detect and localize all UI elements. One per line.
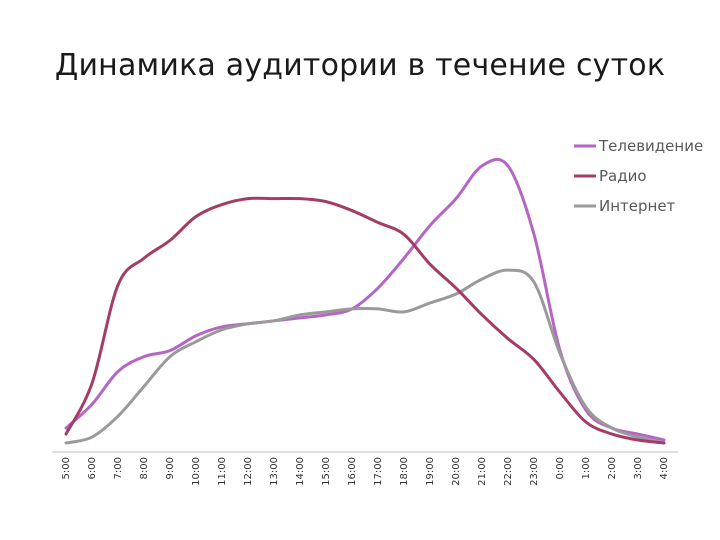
- series-lines: [64, 157, 666, 445]
- x-tick-label: 3:00: [633, 457, 644, 479]
- x-tick-label: 11:00: [217, 457, 228, 486]
- x-tick-label: 2:00: [607, 457, 618, 479]
- x-tick-label: 0:00: [555, 457, 566, 479]
- x-tick-label: 8:00: [139, 457, 150, 479]
- x-tick-label: 23:00: [529, 457, 540, 486]
- x-tick-label: 21:00: [477, 457, 488, 486]
- x-tick-label: 15:00: [321, 457, 332, 486]
- series-line-tv: [64, 157, 666, 442]
- x-tick-label: 18:00: [399, 457, 410, 486]
- x-tick-label: 4:00: [659, 457, 670, 479]
- legend-label: Радио: [599, 167, 647, 185]
- series-line-internet: [64, 268, 666, 445]
- x-tick-label: 13:00: [269, 457, 280, 486]
- series-line-radio: [64, 196, 666, 445]
- x-tick-label: 6:00: [87, 457, 98, 479]
- x-tick-label: 19:00: [425, 457, 436, 486]
- slide-title: Динамика аудитории в течение суток: [54, 48, 666, 83]
- legend-label: Интернет: [599, 197, 676, 215]
- x-tick-label: 7:00: [113, 457, 124, 479]
- x-tick-label: 9:00: [165, 457, 176, 479]
- x-tick-label: 20:00: [451, 457, 462, 486]
- x-tick-label: 17:00: [373, 457, 384, 486]
- x-tick-label: 12:00: [243, 457, 254, 486]
- x-axis: 5:00 6:00 7:00 8:00 9:00 10:00 11:00 12:00 13:00…: [52, 451, 678, 486]
- legend-label: Телевидение: [598, 137, 703, 155]
- legend: Телевидение Радио Интернет: [574, 137, 703, 215]
- x-tick-label: 22:00: [503, 457, 514, 486]
- x-tick-label: 14:00: [295, 457, 306, 486]
- x-tick-label: 1:00: [581, 457, 592, 479]
- x-tick-label: 5:00: [61, 457, 72, 479]
- x-tick-label: 10:00: [191, 457, 202, 486]
- x-tick-label: 16:00: [347, 457, 358, 486]
